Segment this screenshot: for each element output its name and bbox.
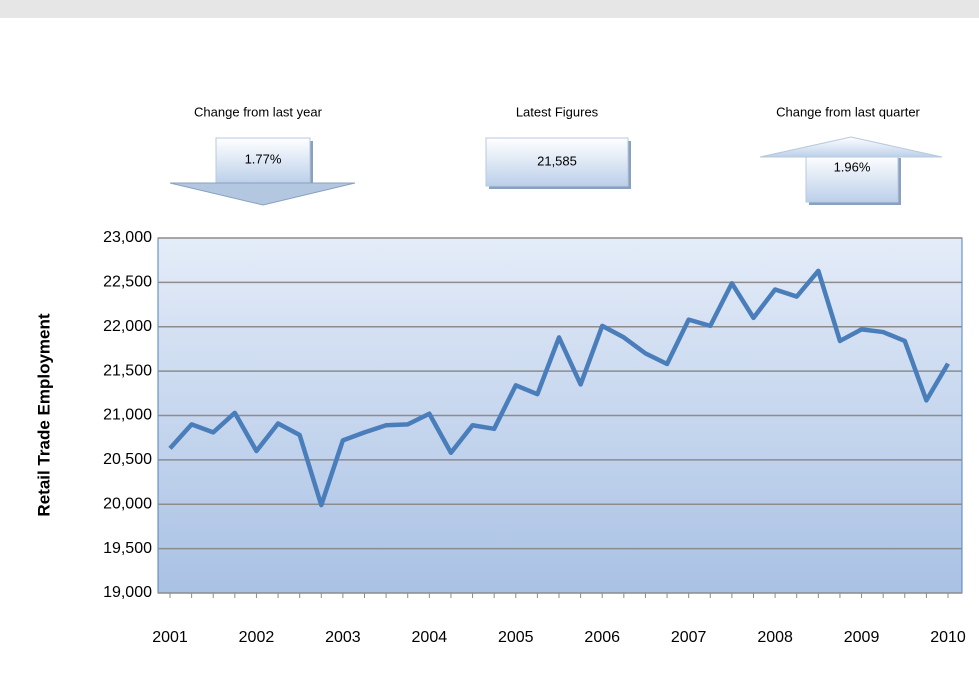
x-tick-label: 2001 xyxy=(152,629,188,646)
x-tick-label: 2007 xyxy=(671,629,707,646)
x-tick-label: 2009 xyxy=(844,629,880,646)
indicator-title: Change from last year xyxy=(194,104,323,119)
y-axis-label: Retail Trade Employment xyxy=(34,313,53,516)
x-tick-label: 2006 xyxy=(584,629,620,646)
x-tick-label: 2002 xyxy=(239,629,275,646)
y-tick-label: 19,000 xyxy=(103,584,152,601)
y-tick-label: 20,500 xyxy=(103,451,152,468)
line xyxy=(168,268,950,508)
value-box xyxy=(485,137,631,189)
y-tick-label: 23,000 xyxy=(103,229,152,246)
indicator-value: 21,585 xyxy=(537,153,577,168)
x-tick-label: 2010 xyxy=(930,629,966,646)
y-tick-label: 22,000 xyxy=(103,318,152,335)
y-tick-label: 21,000 xyxy=(103,407,152,424)
y-tick-label: 21,500 xyxy=(103,362,152,379)
y-tick-label: 20,000 xyxy=(103,495,152,512)
x-tick-label: 2004 xyxy=(412,629,448,646)
x-tick-label: 2003 xyxy=(325,629,361,646)
y-tick-label: 22,500 xyxy=(103,274,152,291)
down-arrow xyxy=(169,137,356,206)
up-arrow xyxy=(759,136,943,205)
indicator-value: 1.77% xyxy=(245,151,282,166)
y-tick-label: 19,500 xyxy=(103,540,152,557)
top-bar xyxy=(0,0,979,18)
indicator-value: 1.96% xyxy=(834,159,871,174)
x-tick-label: 2008 xyxy=(757,629,793,646)
indicator-title: Latest Figures xyxy=(516,104,599,119)
indicator-title: Change from last quarter xyxy=(776,104,920,119)
x-tick-label: 2005 xyxy=(498,629,534,646)
